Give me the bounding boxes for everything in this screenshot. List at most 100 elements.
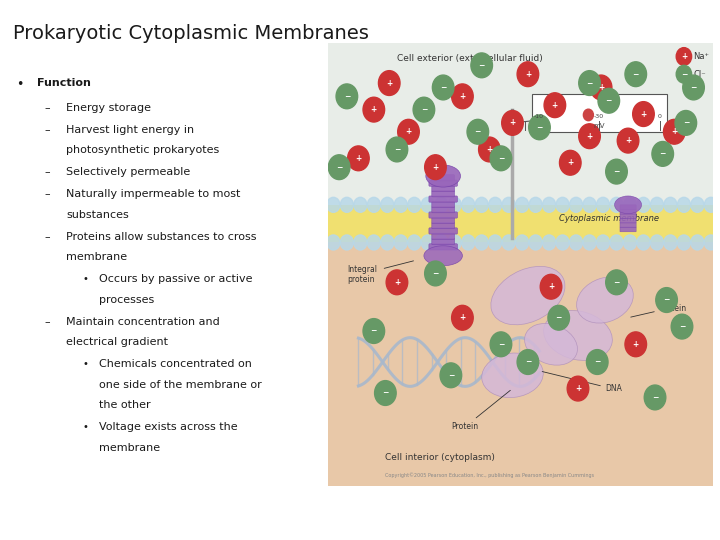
Circle shape xyxy=(617,128,639,153)
Text: -10: -10 xyxy=(534,114,544,119)
Text: +: + xyxy=(598,83,604,92)
Circle shape xyxy=(606,159,627,184)
Text: +: + xyxy=(486,145,492,154)
FancyBboxPatch shape xyxy=(432,222,454,229)
Circle shape xyxy=(451,305,473,330)
Text: –: – xyxy=(45,190,50,199)
Text: –: – xyxy=(45,103,50,113)
Circle shape xyxy=(435,197,448,212)
Circle shape xyxy=(475,235,488,250)
Circle shape xyxy=(408,235,420,250)
Circle shape xyxy=(354,197,367,212)
Text: −: − xyxy=(652,393,658,402)
Text: −: − xyxy=(613,278,620,287)
FancyBboxPatch shape xyxy=(432,207,454,213)
Circle shape xyxy=(570,235,582,250)
Text: +: + xyxy=(575,384,581,393)
FancyBboxPatch shape xyxy=(620,209,636,214)
Text: −: − xyxy=(440,83,446,92)
Text: DNA: DNA xyxy=(605,384,622,393)
Circle shape xyxy=(336,84,358,109)
Circle shape xyxy=(637,235,650,250)
Circle shape xyxy=(644,385,666,410)
Ellipse shape xyxy=(544,310,612,360)
Circle shape xyxy=(425,155,446,180)
Circle shape xyxy=(664,235,677,250)
Circle shape xyxy=(363,97,384,122)
Text: +: + xyxy=(567,158,573,167)
Circle shape xyxy=(435,235,448,250)
Text: Copyright©2005 Pearson Education, Inc., publishing as Pearson Benjamin Cummings: Copyright©2005 Pearson Education, Inc., … xyxy=(385,472,595,478)
Circle shape xyxy=(556,235,569,250)
Text: Function: Function xyxy=(37,78,91,89)
Circle shape xyxy=(462,235,474,250)
Text: −: − xyxy=(382,388,389,397)
Text: −: − xyxy=(525,357,531,367)
FancyBboxPatch shape xyxy=(429,196,457,202)
Ellipse shape xyxy=(426,165,461,187)
Circle shape xyxy=(596,197,610,212)
Text: −: − xyxy=(394,145,400,154)
Text: −: − xyxy=(474,127,481,136)
Text: −: − xyxy=(660,150,666,158)
Ellipse shape xyxy=(577,277,634,323)
Text: •: • xyxy=(16,78,23,91)
Circle shape xyxy=(381,197,394,212)
FancyBboxPatch shape xyxy=(432,185,454,192)
Text: membrane: membrane xyxy=(66,252,127,262)
Ellipse shape xyxy=(525,323,577,365)
FancyBboxPatch shape xyxy=(432,191,454,197)
FancyBboxPatch shape xyxy=(432,233,454,239)
Circle shape xyxy=(354,235,367,250)
Text: electrical gradient: electrical gradient xyxy=(66,337,168,347)
Text: −: − xyxy=(606,96,612,105)
Circle shape xyxy=(543,197,556,212)
Circle shape xyxy=(637,197,650,212)
Circle shape xyxy=(590,75,612,100)
Text: Selectively permeable: Selectively permeable xyxy=(66,167,191,177)
Text: −: − xyxy=(371,327,377,335)
Circle shape xyxy=(598,89,620,113)
Text: Cell exterior (extracellular fluid): Cell exterior (extracellular fluid) xyxy=(397,54,543,63)
Circle shape xyxy=(678,197,690,212)
Text: −: − xyxy=(663,295,670,305)
Circle shape xyxy=(421,235,434,250)
Text: •: • xyxy=(83,274,89,284)
Text: −: − xyxy=(536,123,543,132)
Circle shape xyxy=(683,75,704,100)
Circle shape xyxy=(397,119,419,144)
Circle shape xyxy=(467,119,489,144)
Text: +: + xyxy=(394,278,400,287)
Text: Occurs by passive or active: Occurs by passive or active xyxy=(99,274,253,284)
Circle shape xyxy=(559,150,581,175)
Circle shape xyxy=(475,197,488,212)
Text: +: + xyxy=(552,100,558,110)
Circle shape xyxy=(516,197,528,212)
Text: −: − xyxy=(498,340,504,349)
Circle shape xyxy=(691,197,704,212)
Text: −: − xyxy=(594,357,600,367)
Circle shape xyxy=(367,235,380,250)
FancyBboxPatch shape xyxy=(620,205,636,210)
Circle shape xyxy=(451,84,473,109)
Circle shape xyxy=(462,197,474,212)
Text: −: − xyxy=(680,70,687,79)
Text: +: + xyxy=(405,127,412,136)
Circle shape xyxy=(610,197,623,212)
Circle shape xyxy=(529,235,542,250)
Circle shape xyxy=(543,235,556,250)
Circle shape xyxy=(327,235,340,250)
Circle shape xyxy=(413,97,435,122)
Circle shape xyxy=(625,62,647,86)
FancyBboxPatch shape xyxy=(429,228,457,234)
Circle shape xyxy=(374,381,396,406)
Text: 0: 0 xyxy=(658,114,662,119)
FancyBboxPatch shape xyxy=(429,244,457,250)
Text: –: – xyxy=(45,232,50,242)
Text: −: − xyxy=(679,322,685,331)
Circle shape xyxy=(633,102,654,126)
Text: +: + xyxy=(459,313,466,322)
Ellipse shape xyxy=(424,246,462,266)
Text: •: • xyxy=(83,422,89,432)
Circle shape xyxy=(328,155,350,180)
